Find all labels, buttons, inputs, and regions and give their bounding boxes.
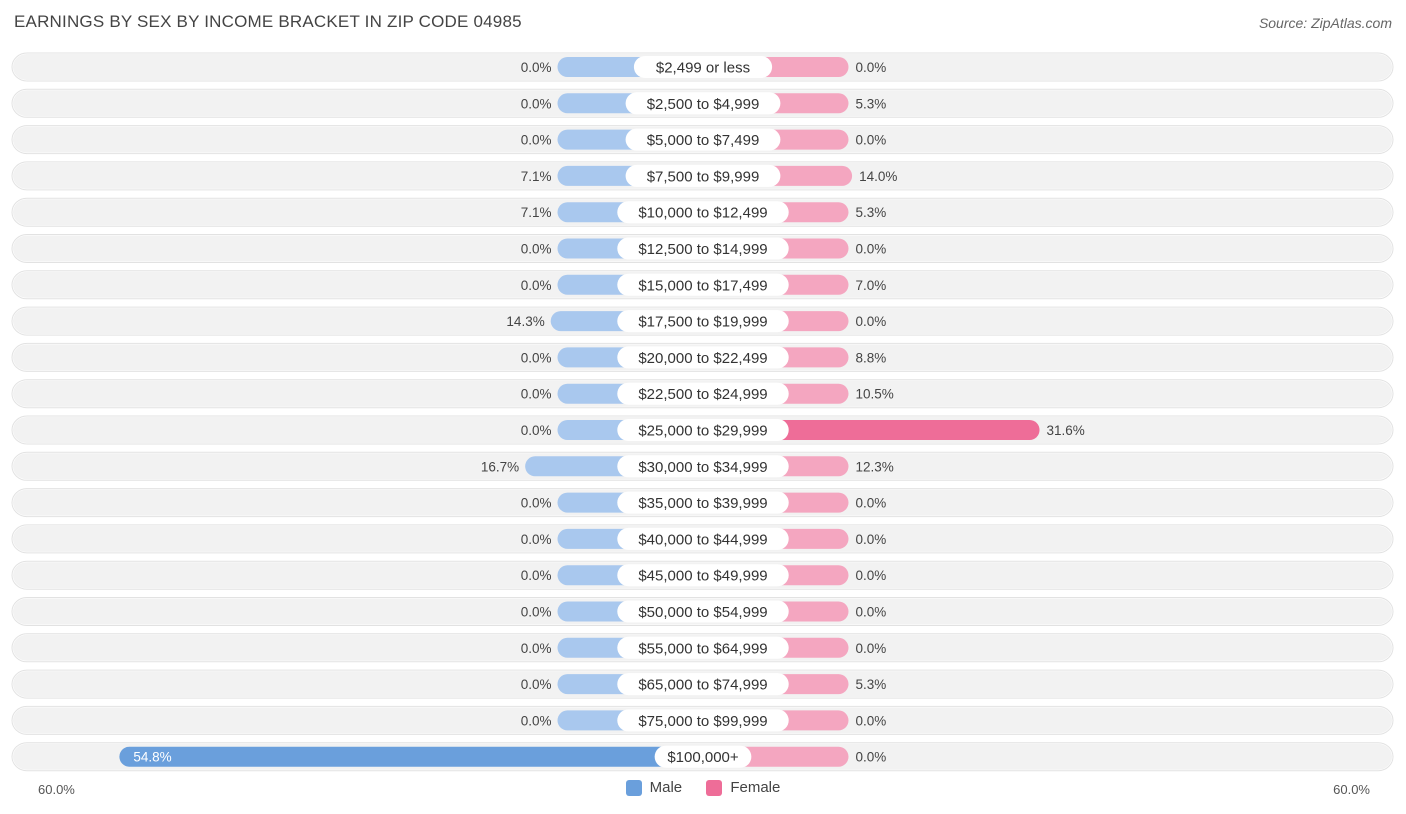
category-label: $2,499 or less [656, 60, 750, 77]
value-label-female: 7.0% [856, 278, 887, 293]
value-label-male: 14.3% [506, 314, 544, 329]
legend-item-male[interactable]: Male [625, 779, 683, 796]
category-label: $35,000 to $39,999 [638, 495, 767, 512]
legend-item-female[interactable]: Female [706, 779, 780, 796]
category-pill [617, 600, 789, 623]
category-pill [617, 709, 789, 732]
category-pill [617, 527, 789, 550]
category-pill [633, 56, 773, 78]
category-pill [617, 310, 789, 333]
category-label: $7,500 to $9,999 [647, 168, 760, 185]
value-label-female: 0.0% [856, 641, 887, 656]
category-label: $30,000 to $34,999 [638, 459, 767, 476]
value-label-female: 0.0% [856, 496, 887, 511]
value-label-female: 0.0% [856, 60, 887, 75]
value-label-male: 0.0% [521, 605, 552, 620]
value-label-female: 0.0% [856, 242, 887, 257]
legend-swatch-male [625, 779, 642, 796]
category-pill [625, 128, 781, 151]
chart-title: EARNINGS BY SEX BY INCOME BRACKET IN ZIP… [14, 12, 522, 31]
category-label: $75,000 to $99,999 [638, 713, 767, 730]
value-label-female: 0.0% [856, 532, 887, 547]
value-label-male: 0.0% [521, 568, 552, 583]
value-label-male: 0.0% [521, 423, 552, 438]
value-label-male: 0.0% [521, 713, 552, 728]
bar-male [119, 746, 703, 767]
category-pill [617, 636, 789, 659]
value-label-female: 14.0% [859, 169, 897, 184]
category-label: $15,000 to $17,499 [638, 277, 767, 294]
value-label-female: 10.5% [856, 387, 894, 402]
value-label-male: 0.0% [521, 133, 552, 148]
axis-right-label: 60.0% [1333, 782, 1370, 797]
value-label-female: 0.0% [856, 750, 887, 765]
category-label: $45,000 to $49,999 [638, 568, 767, 585]
source-label: Source: ZipAtlas.com [1258, 15, 1392, 31]
category-pill [617, 419, 789, 441]
value-label-female: 0.0% [856, 605, 887, 620]
legend-swatch-female [706, 779, 723, 796]
value-label-female: 5.3% [856, 205, 887, 220]
value-label-male: 0.0% [521, 496, 552, 511]
legend-label-female: Female [730, 779, 781, 796]
category-pill [617, 673, 789, 696]
category-label: $20,000 to $22,499 [638, 350, 767, 367]
value-label-male: 0.0% [521, 242, 552, 257]
category-label: $17,500 to $19,999 [638, 314, 767, 331]
value-label-female: 31.6% [1047, 423, 1085, 438]
category-pill [654, 745, 752, 768]
category-label: $25,000 to $29,999 [638, 423, 767, 440]
category-pill [617, 491, 789, 514]
value-label-male: 0.0% [521, 96, 552, 111]
category-label: $100,000+ [667, 749, 739, 766]
value-label-female: 0.0% [856, 133, 887, 148]
value-label-male: 54.8% [133, 750, 171, 765]
category-label: $2,500 to $4,999 [647, 96, 760, 113]
value-label-male: 0.0% [521, 278, 552, 293]
value-label-male: 0.0% [521, 641, 552, 656]
value-label-female: 5.3% [856, 677, 887, 692]
category-pill [617, 564, 789, 587]
value-label-male: 7.1% [521, 169, 552, 184]
legend-label-male: Male [649, 779, 683, 796]
category-label: $65,000 to $74,999 [638, 677, 767, 694]
category-label: $40,000 to $44,999 [638, 531, 767, 548]
category-pill [625, 164, 781, 187]
value-label-male: 16.7% [481, 459, 519, 474]
category-label: $10,000 to $12,499 [638, 205, 767, 222]
value-label-female: 8.8% [856, 350, 887, 365]
value-label-female: 0.0% [856, 568, 887, 583]
value-label-male: 0.0% [521, 677, 552, 692]
category-pill [625, 92, 781, 115]
value-label-male: 0.0% [521, 60, 552, 75]
axis-left-label: 60.0% [38, 782, 75, 797]
category-label: $50,000 to $54,999 [638, 604, 767, 621]
category-pill [617, 455, 789, 478]
value-label-female: 12.3% [856, 459, 894, 474]
value-label-male: 0.0% [521, 532, 552, 547]
category-pill [617, 273, 789, 296]
value-label-female: 5.3% [856, 96, 887, 111]
value-label-male: 0.0% [521, 350, 552, 365]
value-label-female: 0.0% [856, 314, 887, 329]
value-label-male: 0.0% [521, 387, 552, 402]
category-pill [617, 237, 789, 260]
category-label: $5,000 to $7,499 [647, 132, 760, 149]
category-pill [617, 201, 789, 224]
category-pill [617, 346, 789, 369]
category-label: $55,000 to $64,999 [638, 640, 767, 657]
category-label: $22,500 to $24,999 [638, 386, 767, 403]
category-label: $12,500 to $14,999 [638, 241, 767, 258]
category-pill [617, 382, 789, 405]
value-label-male: 7.1% [521, 205, 552, 220]
value-label-female: 0.0% [856, 713, 887, 728]
legend: Male Female [0, 779, 1406, 800]
